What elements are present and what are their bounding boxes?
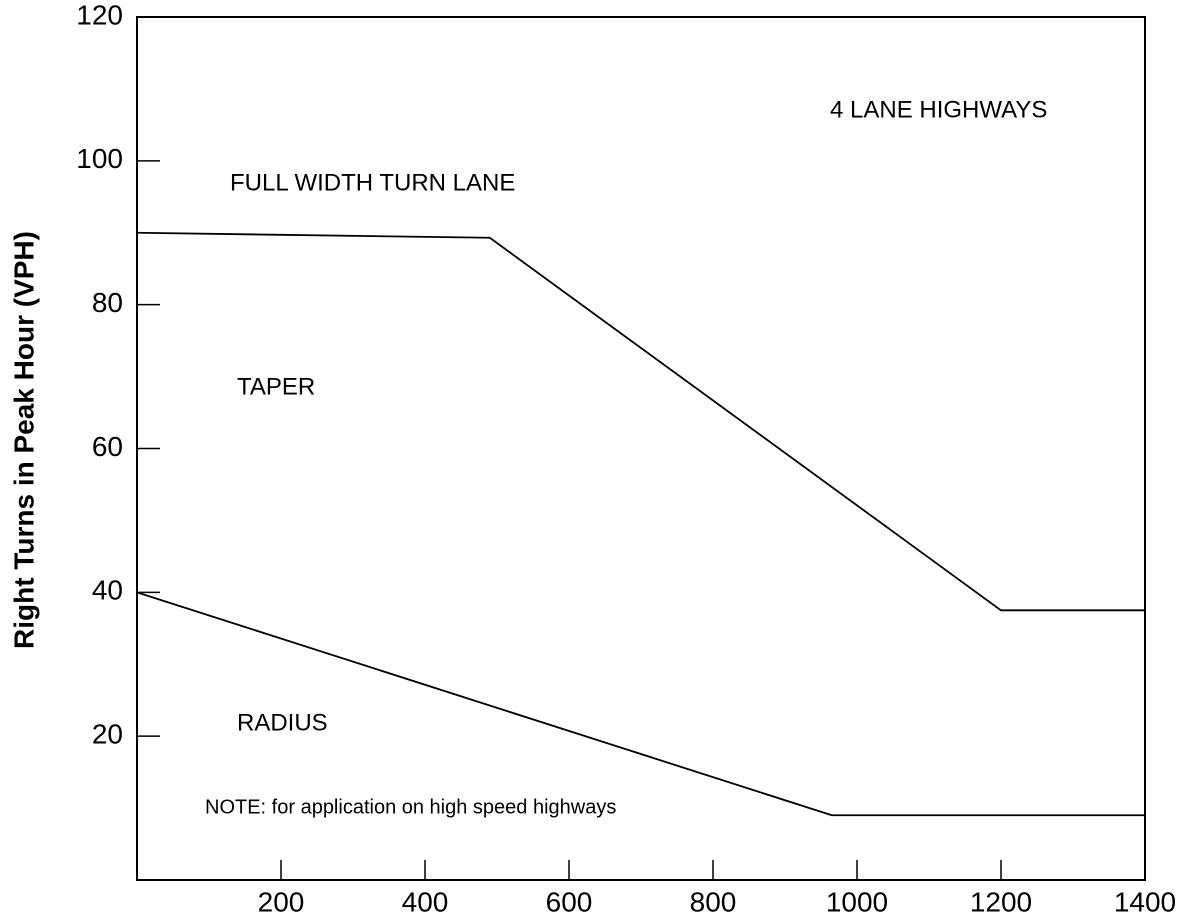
annotation: 4 LANE HIGHWAYS [830, 96, 1047, 123]
y-tick-label: 100 [76, 143, 123, 174]
x-tick-label: 1400 [1114, 886, 1176, 917]
y-axis-label: Right Turns in Peak Hour (VPH) [8, 231, 39, 649]
annotation: FULL WIDTH TURN LANE [230, 169, 515, 196]
series-line [136, 231, 1145, 612]
annotation: NOTE: for application on high speed high… [205, 796, 616, 818]
plot-frame [136, 16, 1146, 881]
x-tick-label: 800 [690, 886, 737, 917]
y-tick-label: 80 [92, 287, 123, 318]
y-tick-label: 120 [76, 0, 123, 30]
y-tick-label: 40 [92, 575, 123, 606]
series-line [136, 591, 1145, 817]
x-tick-label: 1000 [826, 886, 888, 917]
x-tick-label: 200 [258, 886, 305, 917]
x-tick-label: 400 [402, 886, 449, 917]
y-tick-label: 60 [92, 431, 123, 462]
x-tick-label: 600 [546, 886, 593, 917]
annotation: RADIUS [237, 709, 328, 736]
x-tick-label: 1200 [970, 886, 1032, 917]
annotation: TAPER [237, 373, 315, 400]
y-tick-label: 20 [92, 719, 123, 750]
